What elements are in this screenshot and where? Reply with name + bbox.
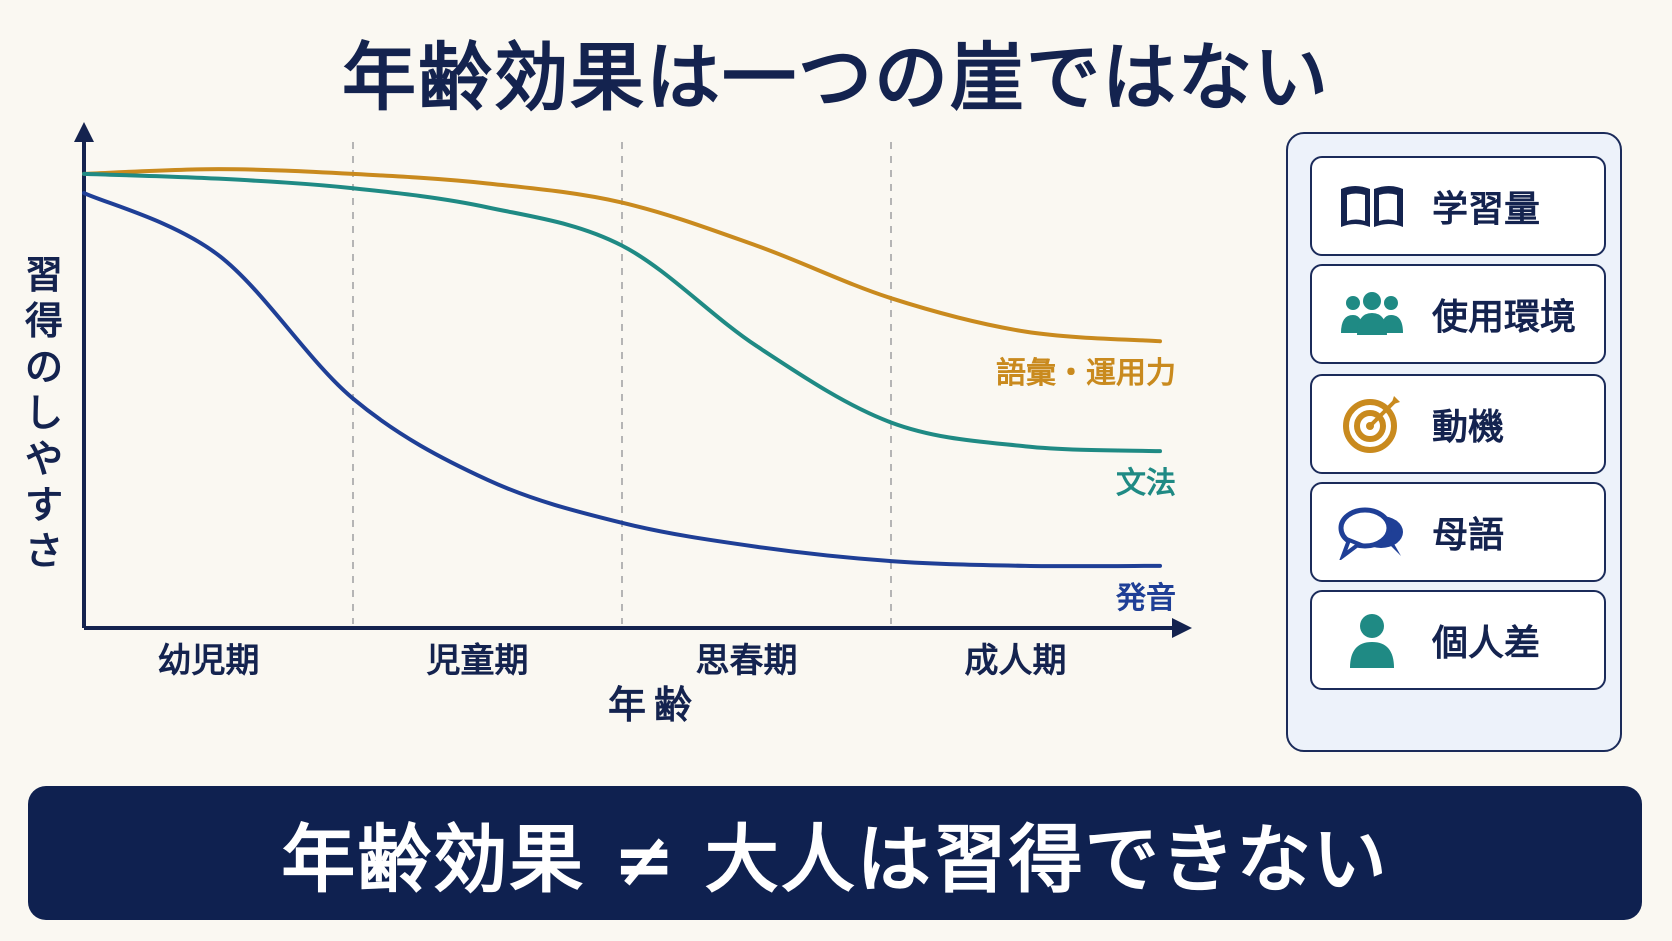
factor-usage-environment: 使用環境 — [1310, 264, 1606, 364]
x-axis-arrow — [1172, 618, 1192, 638]
factor-label: 使用環境 — [1432, 297, 1577, 338]
series-line — [82, 171, 1162, 454]
factor-label: 動機 — [1432, 407, 1505, 448]
y-axis-label: 習得のしやすさ — [25, 253, 63, 573]
x-axis-label: 年齢 — [608, 683, 700, 727]
series-line — [82, 167, 1162, 344]
speech-bubbles-icon — [1332, 502, 1412, 562]
series-label: 発音 — [1115, 581, 1176, 616]
book-icon — [1332, 176, 1412, 236]
banner-text: 年齢効果 ≠ 大人は習得できない — [281, 816, 1389, 903]
factor-label: 学習量 — [1432, 189, 1541, 230]
person-icon — [1332, 610, 1412, 670]
x-tick-label: 児童期 — [427, 641, 529, 681]
factor-study-amount: 学習量 — [1310, 156, 1606, 256]
factor-label: 母語 — [1432, 515, 1505, 556]
factor-native-language: 母語 — [1310, 482, 1606, 582]
series-label: 語彙・運用力 — [996, 356, 1176, 391]
factor-motivation: 動機 — [1310, 374, 1606, 474]
factor-individual-difference: 個人差 — [1310, 590, 1606, 690]
y-axis-arrow — [74, 122, 94, 142]
page-title: 年齢効果は一つの崖ではない — [342, 35, 1330, 121]
people-icon — [1332, 284, 1412, 344]
conclusion-banner: 年齢効果 ≠ 大人は習得できない — [28, 786, 1642, 920]
series-label: 文法 — [1116, 466, 1176, 501]
x-tick-label: 思春期 — [696, 641, 798, 681]
factor-label: 個人差 — [1432, 623, 1541, 664]
x-tick-label: 成人期 — [965, 641, 1067, 681]
series-line — [82, 191, 1162, 569]
target-icon — [1332, 394, 1412, 454]
factors-panel: 学習量 使用環境 動機 — [1286, 132, 1622, 752]
x-tick-label: 幼児期 — [158, 641, 260, 681]
